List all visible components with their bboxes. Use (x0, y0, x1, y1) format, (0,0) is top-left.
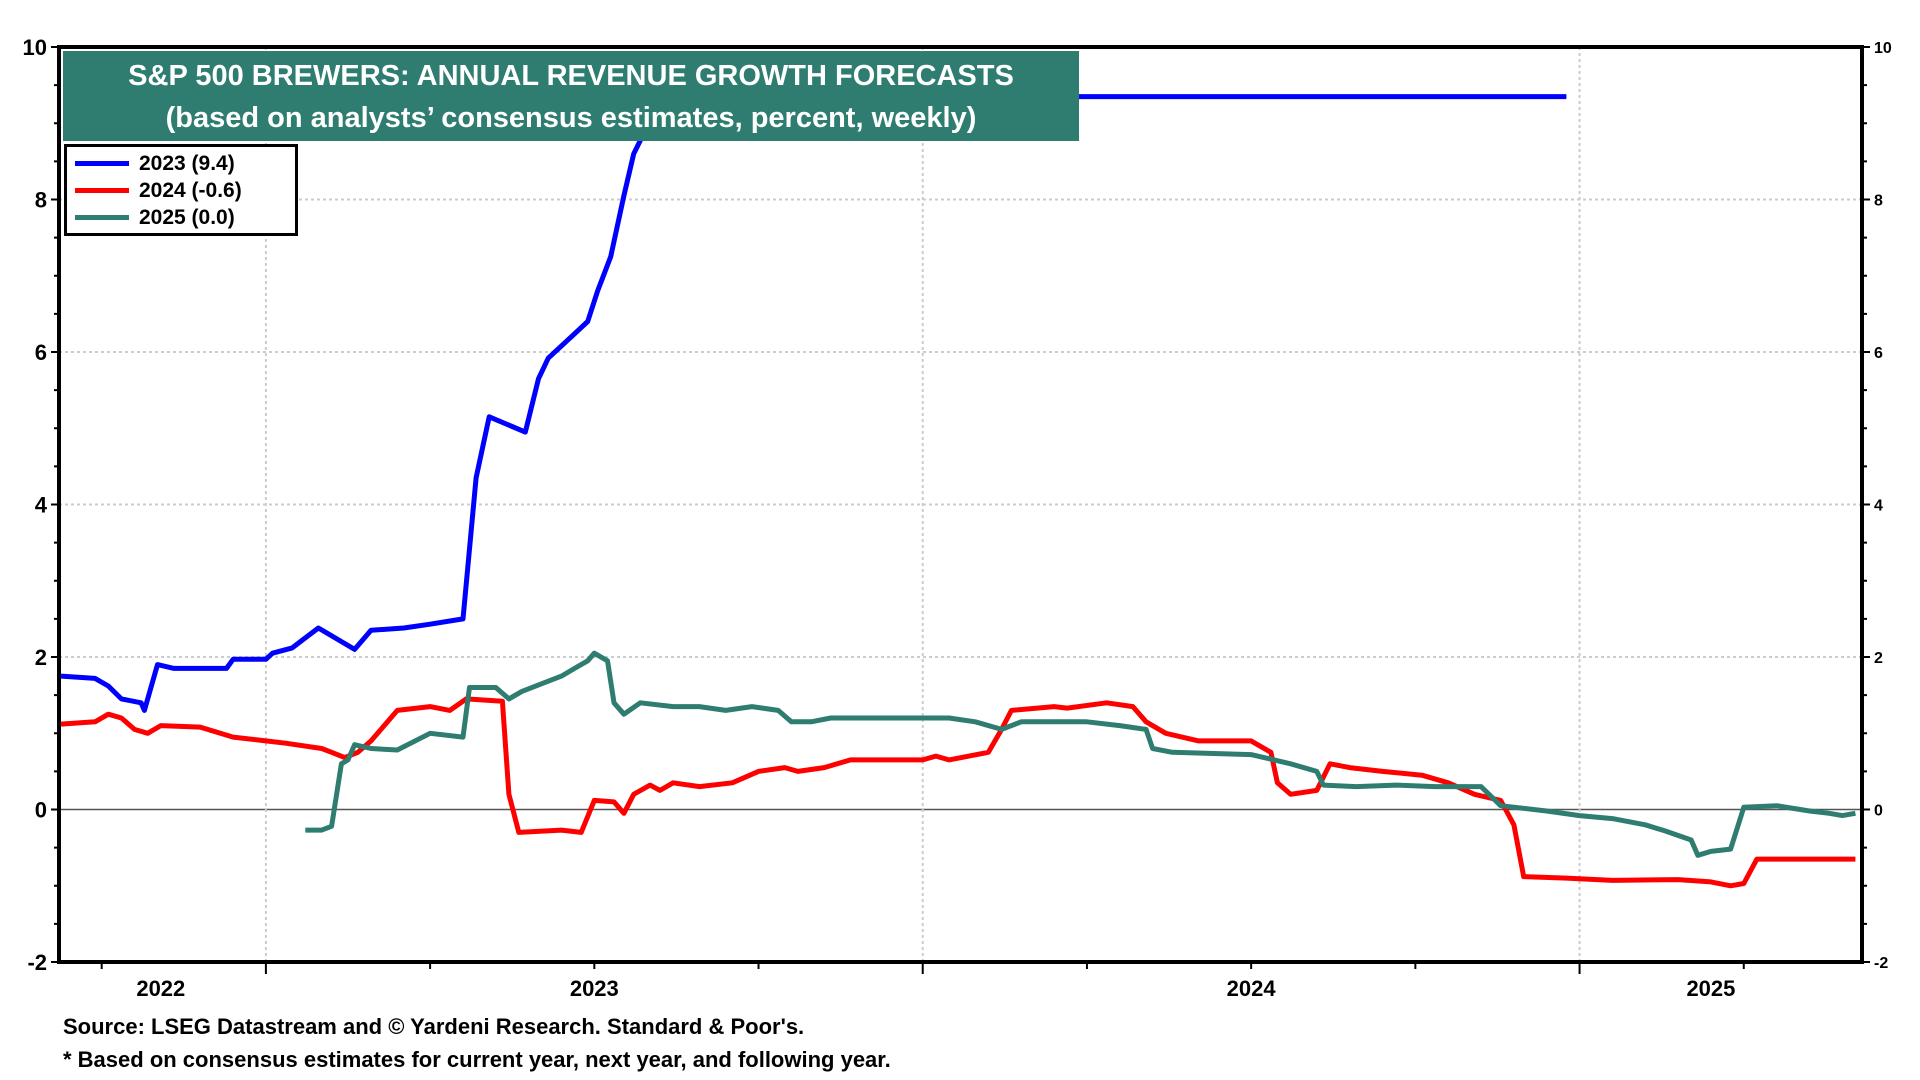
y-tick-label-left: 4 (35, 493, 48, 518)
chart-title: S&P 500 BREWERS: ANNUAL REVENUE GROWTH F… (128, 60, 1014, 92)
legend-swatch-2025 (75, 215, 129, 220)
legend-item-2025: 2025 (0.0) (75, 204, 295, 231)
y-tick-label-right: 2 (1874, 650, 1883, 667)
source-note: Source: LSEG Datastream and © Yardeni Re… (63, 1014, 805, 1039)
y-tick-label-left: 8 (35, 188, 47, 213)
y-tick-label-left: 10 (23, 35, 47, 60)
y-tick-label-right: -2 (1874, 955, 1888, 972)
legend-label: 2024 (-0.6) (139, 178, 242, 202)
series-line-2024 (60, 696, 1856, 889)
y-tick-label-left: 6 (35, 340, 47, 365)
series-line-2025 (305, 650, 1856, 858)
legend-item-2023: 2023 (9.4) (75, 150, 295, 177)
y-tick-label-left: 0 (35, 798, 47, 823)
x-tick-label: 2023 (570, 976, 619, 1001)
legend: 2023 (9.4) 2024 (-0.6) 2025 (0.0) (64, 144, 298, 236)
y-tick-label-right: 10 (1874, 40, 1892, 57)
axes: -2 -2 0 0 2 2 4 4 6 6 8 8 10 10 2022 2023 2024 2025 (23, 35, 1892, 1001)
y-tick-label-right: 8 (1874, 193, 1883, 210)
y-tick-label-left: -2 (27, 950, 47, 975)
legend-label: 2025 (0.0) (139, 205, 235, 229)
x-tick-label: 2022 (136, 976, 185, 1001)
y-tick-label-right: 6 (1874, 345, 1883, 362)
chart-title-box: S&P 500 BREWERS: ANNUAL REVENUE GROWTH F… (63, 51, 1079, 141)
y-tick-label-right: 4 (1874, 498, 1883, 515)
x-tick-label: 2025 (1686, 976, 1735, 1001)
y-tick-label-right: 0 (1874, 803, 1883, 820)
footnote: * Based on consensus estimates for curre… (63, 1047, 891, 1072)
legend-label: 2023 (9.4) (139, 151, 235, 175)
legend-swatch-2023 (75, 161, 129, 166)
legend-swatch-2024 (75, 188, 129, 193)
y-tick-label-left: 2 (35, 645, 47, 670)
x-tick-label: 2024 (1227, 976, 1277, 1001)
legend-item-2024: 2024 (-0.6) (75, 177, 295, 204)
chart-subtitle: (based on analysts’ consensus estimates,… (165, 102, 977, 134)
series-group (60, 94, 1856, 889)
series-line-2023 (60, 94, 1567, 713)
